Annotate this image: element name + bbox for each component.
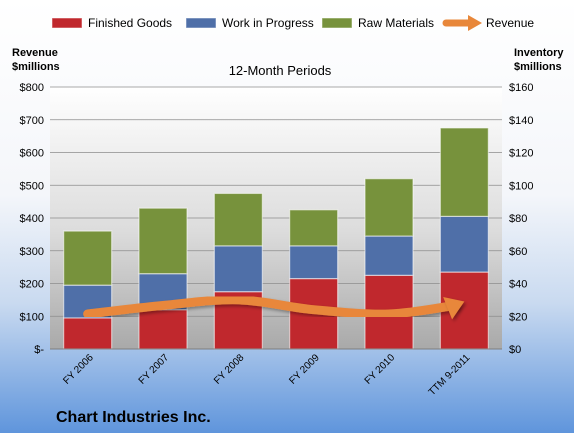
left-axis-ticks: $- $100 $200 $300 $400 $500 $600 $700 $800 xyxy=(20,82,45,356)
left-tick-label: $300 xyxy=(20,246,44,258)
bar-raw-materials xyxy=(213,192,263,247)
right-axis-label-line2: $millions xyxy=(514,61,562,73)
legend: Finished Goods Work in Progress Raw Materi… xyxy=(51,15,534,31)
company-name: Chart Industries Inc. xyxy=(56,409,211,426)
right-tick-label: $40 xyxy=(509,279,527,291)
bar-raw-materials xyxy=(439,127,489,217)
revenue-line-group xyxy=(83,295,465,320)
revenue-arrowhead xyxy=(443,297,465,320)
right-tick-label: $60 xyxy=(509,246,527,258)
left-tick-label: $100 xyxy=(20,311,44,323)
left-tick-label: $700 xyxy=(20,115,44,127)
gridlines xyxy=(50,86,502,317)
legend-swatch-finished-goods xyxy=(51,17,83,29)
legend-label-work-in-progress: Work in Progress xyxy=(222,16,314,30)
left-tick-label: $200 xyxy=(20,279,44,291)
right-axis-label-line1: Inventory xyxy=(514,47,564,59)
right-tick-label: $120 xyxy=(509,148,533,160)
left-tick-label: $800 xyxy=(20,82,44,94)
legend-swatch-raw-materials xyxy=(321,17,353,29)
chart-title: 12-Month Periods xyxy=(229,63,332,78)
legend-arrowhead xyxy=(468,15,482,31)
legend-swatch-work-in-progress xyxy=(185,17,217,29)
legend-label-revenue: Revenue xyxy=(486,16,534,30)
legend-label-finished-goods: Finished Goods xyxy=(88,16,172,30)
left-tick-label: $500 xyxy=(20,180,44,192)
right-tick-label: $0 xyxy=(509,344,521,356)
left-tick-label: $400 xyxy=(20,213,44,225)
right-tick-label: $80 xyxy=(509,213,527,225)
right-tick-label: $20 xyxy=(509,311,527,323)
legend-label-raw-materials: Raw Materials xyxy=(358,16,434,30)
stacked-bars xyxy=(63,127,489,350)
left-axis-label-line2: $millions xyxy=(12,61,60,73)
left-axis-label-line1: Revenue xyxy=(12,47,58,59)
bar-raw-materials xyxy=(63,230,113,286)
right-tick-label: $100 xyxy=(509,180,533,192)
bar-raw-materials xyxy=(364,178,414,237)
bar-work-in-progress xyxy=(364,235,414,276)
revenue-line xyxy=(83,295,459,319)
bar-work-in-progress xyxy=(289,245,339,280)
bar-raw-materials xyxy=(289,209,339,247)
right-axis-ticks: $0 $20 $40 $60 $80 $100 $120 $140 $160 xyxy=(509,82,533,356)
left-tick-label: $- xyxy=(34,344,44,356)
bar-finished-goods xyxy=(63,317,113,350)
bar-work-in-progress xyxy=(213,245,263,293)
bar-work-in-progress xyxy=(439,215,489,273)
bar-finished-goods xyxy=(138,309,188,350)
left-tick-label: $600 xyxy=(20,148,44,160)
bar-raw-materials xyxy=(138,207,188,275)
right-tick-label: $160 xyxy=(509,82,533,94)
right-tick-label: $140 xyxy=(509,115,533,127)
